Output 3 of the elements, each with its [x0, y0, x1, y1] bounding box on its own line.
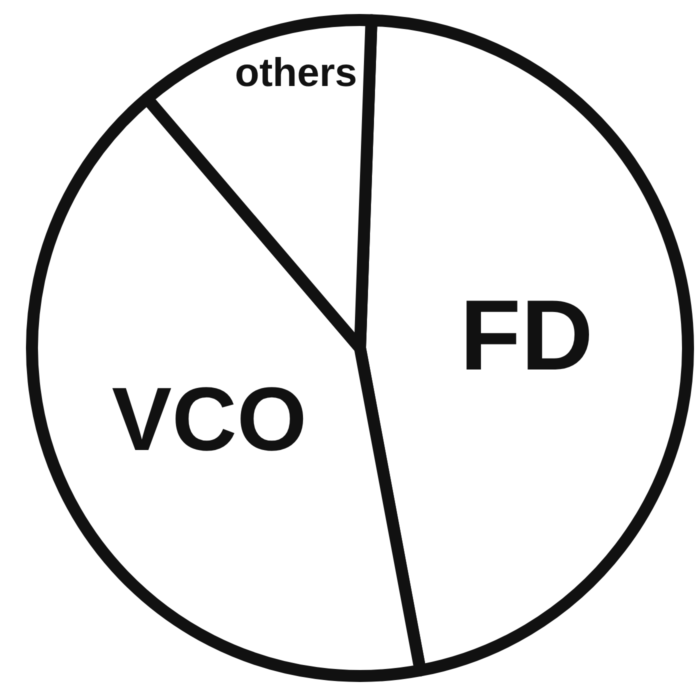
slice-label: VCO	[112, 370, 307, 470]
slice-label: FD	[460, 279, 594, 392]
slice-label: others	[234, 51, 358, 96]
